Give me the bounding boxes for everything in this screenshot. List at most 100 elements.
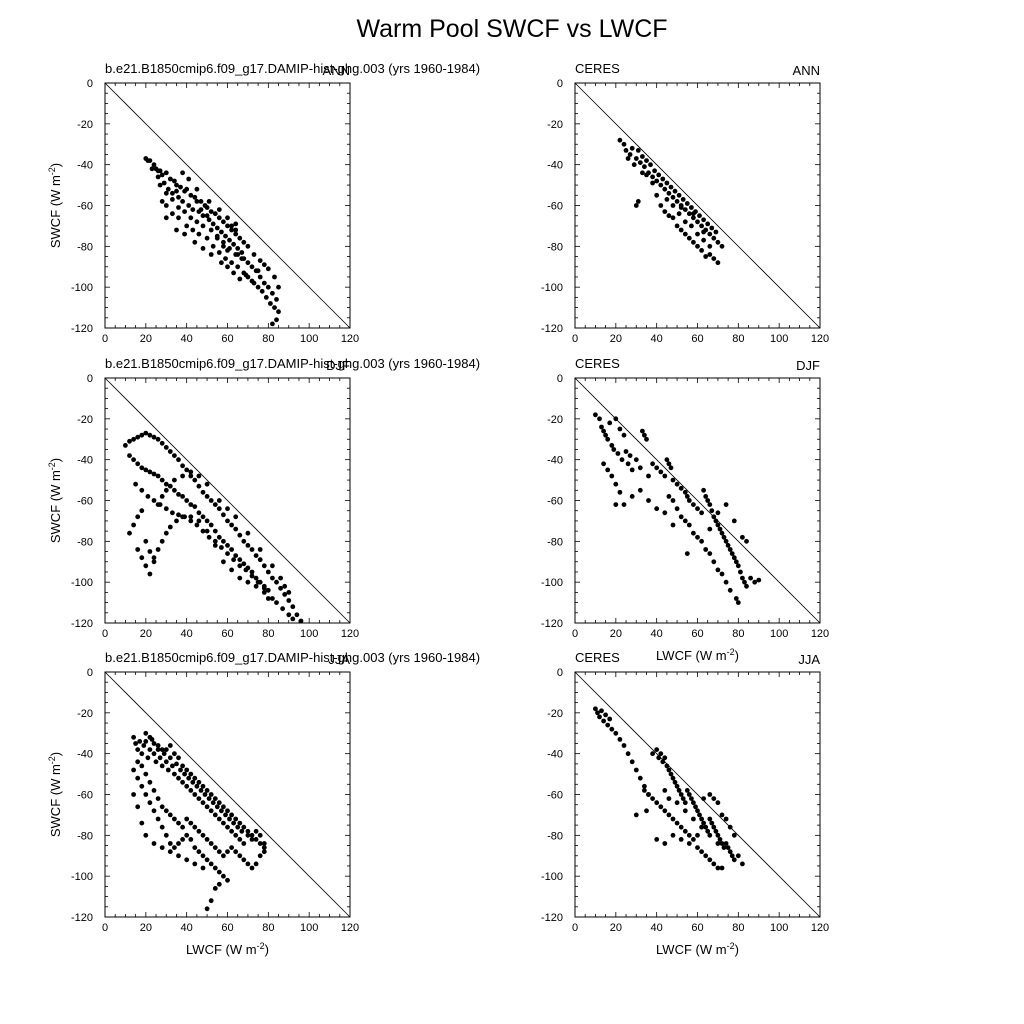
scatter-point	[723, 502, 729, 507]
scatter-point	[221, 239, 226, 245]
scatter-point	[216, 506, 222, 512]
scatter-point	[257, 557, 263, 563]
scatter-point	[163, 445, 169, 450]
scatter-point	[170, 763, 175, 769]
one-to-one-line	[104, 377, 351, 624]
scatter-point	[635, 148, 641, 153]
scatter-point	[644, 172, 649, 178]
scatter-point	[167, 483, 173, 489]
scatter-point	[188, 502, 194, 507]
x-tick-label: 20	[610, 333, 622, 345]
scatter-point	[208, 808, 214, 814]
scatter-point	[204, 481, 210, 487]
scatter-point	[163, 215, 169, 221]
x-tick-label: 80	[262, 333, 274, 345]
one-to-one-line	[104, 671, 351, 918]
scatter-point	[274, 317, 279, 323]
scatter-point	[174, 761, 179, 767]
scatter-point	[249, 832, 255, 838]
scatter-point	[135, 434, 141, 440]
scatter-point	[170, 211, 175, 217]
scatter-point	[670, 832, 676, 838]
scatter-point	[233, 221, 239, 227]
scatter-point	[646, 498, 651, 503]
scatter-point	[686, 498, 692, 503]
scatter-point	[729, 551, 735, 556]
scatter-point	[611, 447, 617, 452]
scatter-point	[650, 174, 655, 180]
scatter-point	[670, 498, 676, 503]
scatter-point	[265, 569, 271, 575]
scatter-point	[178, 767, 183, 773]
scatter-point	[274, 600, 279, 605]
scatter-point	[172, 751, 177, 757]
scatter-point	[182, 771, 188, 777]
panel-source-label: CERES	[575, 61, 620, 76]
scatter-point	[139, 487, 145, 493]
scatter-point	[180, 779, 186, 785]
x-tick-label: 0	[102, 922, 108, 934]
scatter-point	[650, 796, 655, 801]
scatter-point	[265, 266, 271, 272]
scatter-point	[695, 231, 700, 237]
scatter-point	[727, 824, 733, 830]
scatter-point	[249, 573, 255, 579]
scatter-point	[707, 792, 713, 797]
scatter-point	[151, 559, 157, 565]
scatter-point	[701, 487, 706, 493]
scatter-point	[670, 816, 676, 822]
scatter-point	[691, 239, 696, 245]
scatter-point	[170, 197, 175, 202]
scatter-point	[139, 508, 145, 514]
scatter-point	[666, 796, 672, 801]
scatter-point	[216, 215, 222, 221]
scatter-point	[709, 225, 715, 231]
scatter-point	[697, 213, 702, 219]
scatter-point	[192, 239, 198, 245]
scatter-point	[705, 828, 711, 834]
scatter-point	[172, 816, 177, 822]
scatter-point	[143, 771, 149, 777]
scatter-point	[270, 321, 275, 327]
y-tick-label: -60	[547, 790, 563, 802]
scatter-point	[654, 178, 660, 184]
scatter-point	[143, 792, 149, 797]
scatter-point	[151, 162, 157, 168]
scatter-point	[225, 506, 230, 512]
scatter-point	[713, 229, 719, 235]
scatter-point	[194, 186, 200, 192]
y-tick-label: -80	[547, 536, 563, 548]
scatter-point	[637, 160, 643, 166]
scatter-point	[625, 461, 631, 467]
scatter-point	[701, 229, 706, 235]
scatter-point	[674, 199, 680, 204]
scatter-point	[155, 796, 161, 801]
scatter-point	[615, 451, 621, 456]
scatter-point	[163, 747, 169, 752]
scatter-point	[188, 514, 194, 520]
x-tick-label: 60	[691, 628, 703, 640]
scatter-point	[637, 465, 643, 471]
scatter-point	[286, 598, 292, 603]
scatter-point	[216, 849, 222, 855]
scatter-point	[633, 767, 639, 773]
scatter-point	[261, 841, 267, 846]
scatter-point	[123, 443, 128, 448]
scatter-point	[174, 227, 179, 233]
scatter-point	[241, 561, 247, 567]
scatter-point	[715, 239, 721, 245]
scatter-point	[139, 820, 145, 826]
scatter-point	[290, 616, 296, 622]
scatter-point	[711, 559, 717, 565]
panel-season-label: JJA	[798, 652, 820, 667]
panel-season-label: ANN	[323, 63, 350, 78]
x-tick-label: 20	[610, 628, 622, 640]
scatter-point	[261, 849, 267, 855]
scatter-point	[711, 861, 717, 867]
y-tick-label: 0	[87, 78, 93, 90]
scatter-point	[707, 857, 713, 863]
scatter-point	[167, 849, 173, 855]
scatter-point	[235, 824, 241, 830]
scatter-point	[599, 708, 604, 714]
scatter-point	[229, 260, 235, 266]
